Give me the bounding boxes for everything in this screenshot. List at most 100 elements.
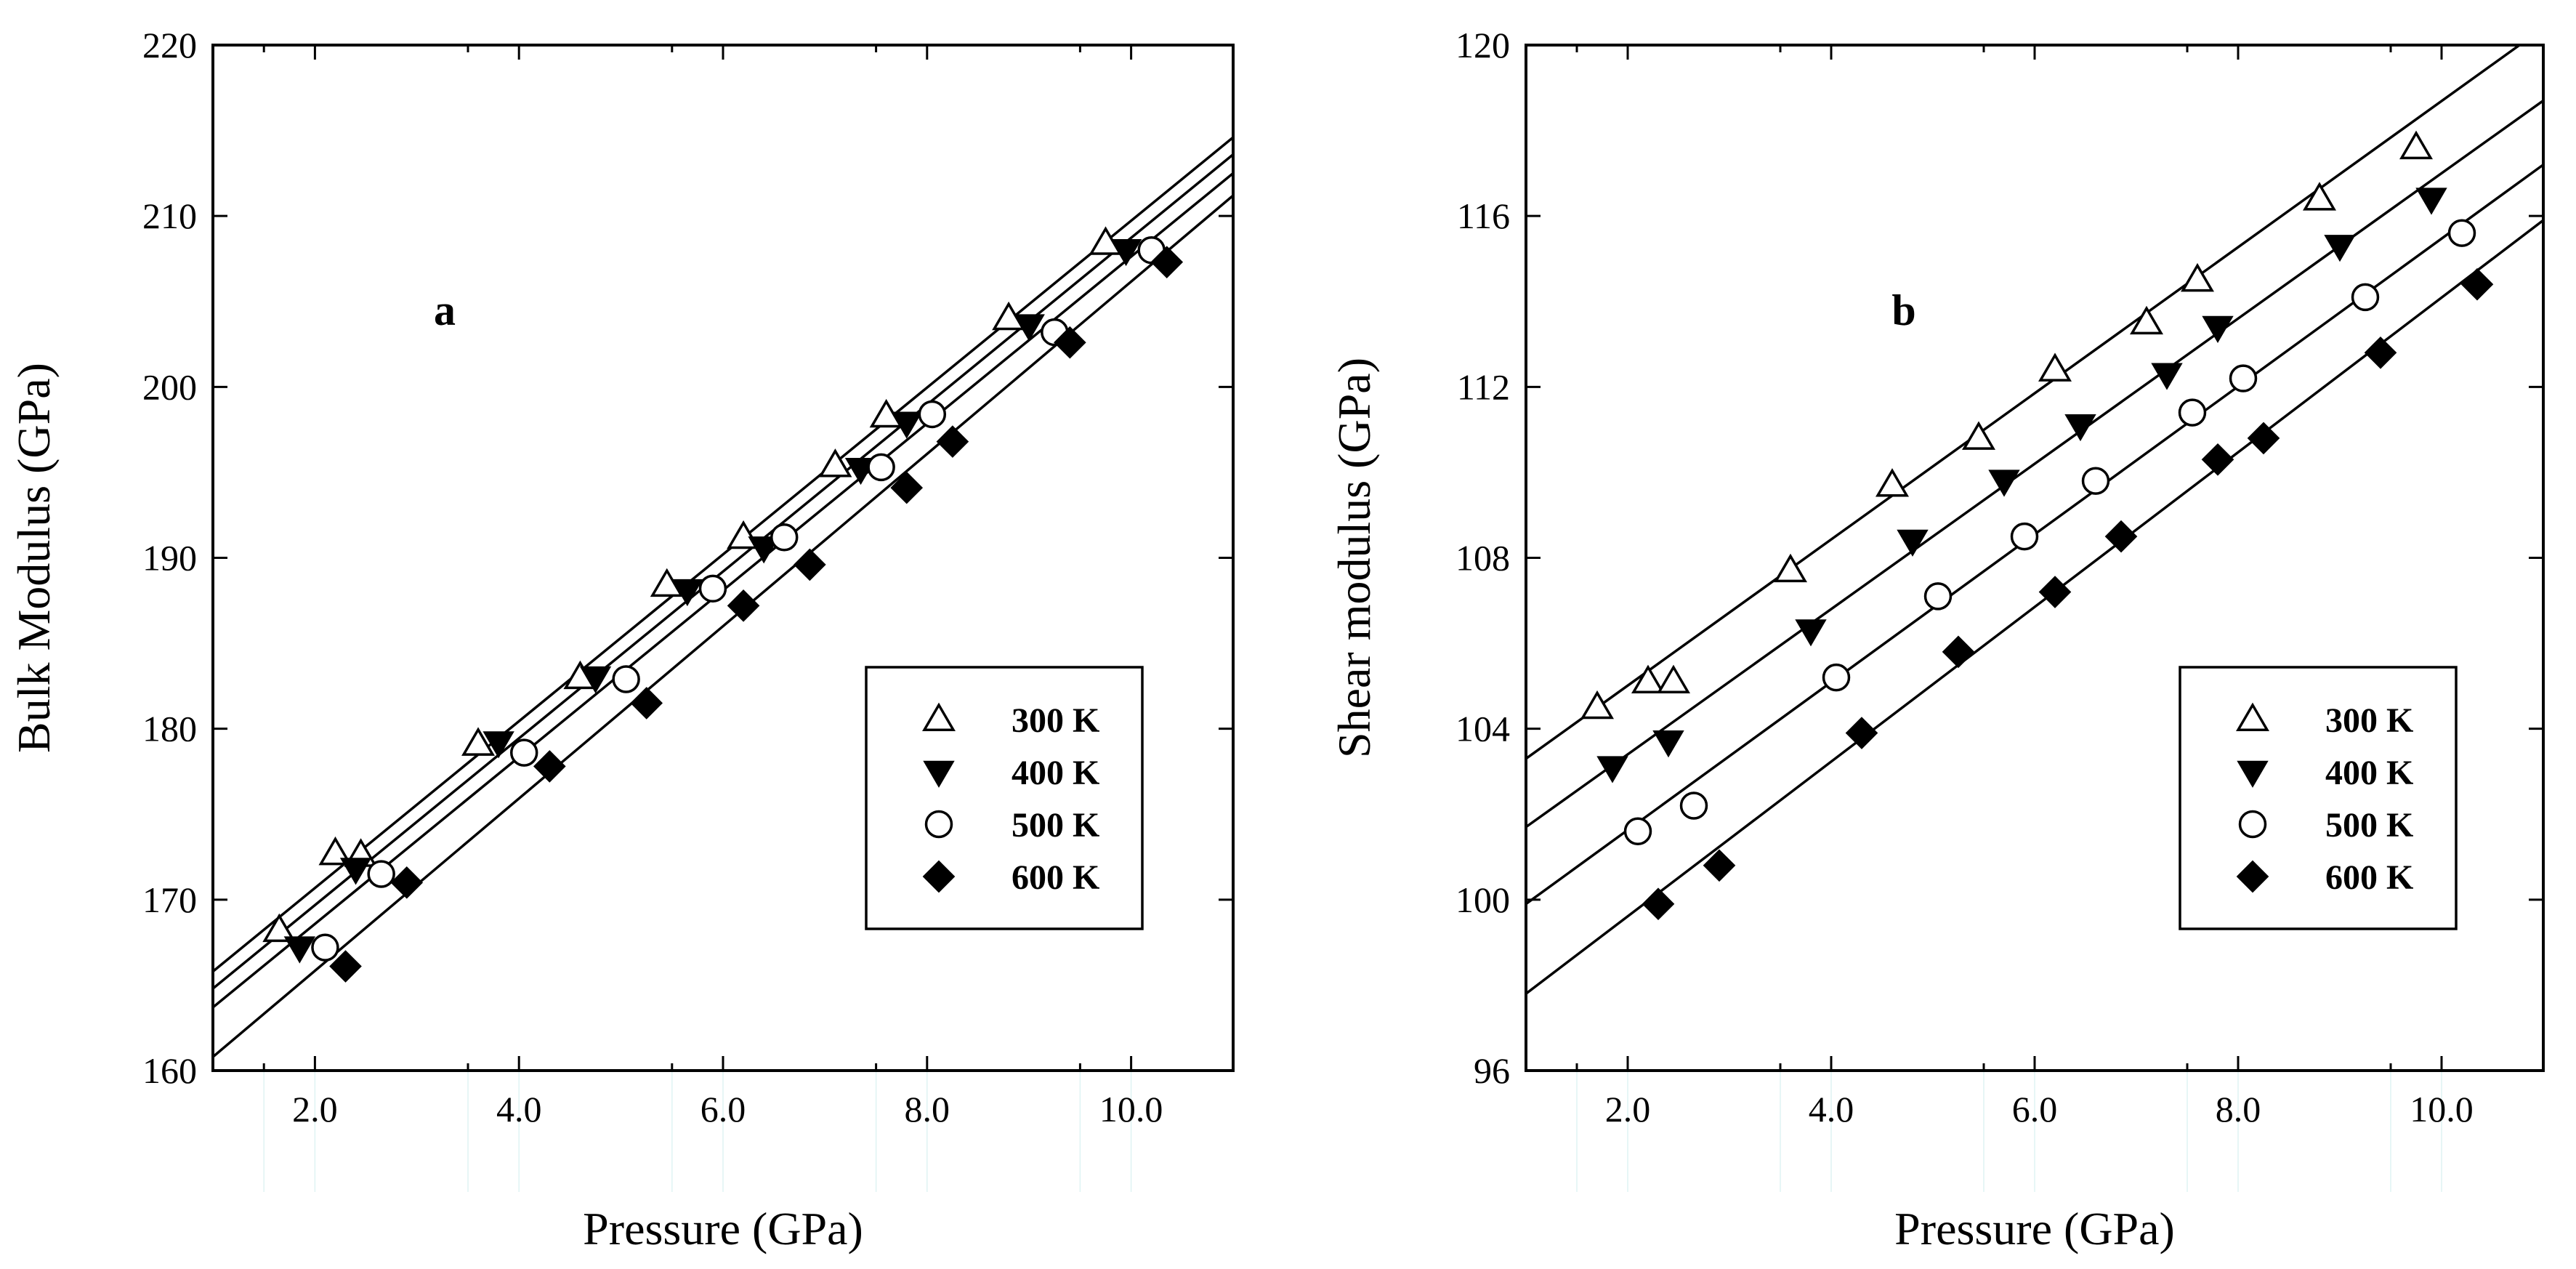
shear-modulus-panel: 2.0 4.0 6.0 8.0 10.0 96 100 104 108 112 116 120 Pres… [1328, 25, 2545, 1254]
x-tick-label: 10.0 [2410, 1089, 2474, 1129]
x-tick-label: 4.0 [1809, 1089, 1854, 1129]
data-point [390, 866, 424, 899]
data-point [698, 574, 727, 603]
bulk-modulus-panel: 2.0 4.0 6.0 8.0 10.0 160 170 180 190 200 210 220 Pre… [8, 25, 1235, 1254]
data-point [2202, 315, 2234, 343]
data-point [1703, 849, 1736, 882]
data-point [867, 453, 895, 482]
series-600k [1642, 267, 2494, 921]
data-point [262, 913, 296, 943]
y-tick-label: 160 [142, 1050, 197, 1091]
data-point [1845, 717, 1878, 749]
data-point [2229, 364, 2258, 392]
data-point [1795, 619, 1827, 647]
data-point [579, 666, 612, 694]
y-axis-title: Bulk Modulus (GPa) [8, 363, 60, 753]
data-point [2151, 363, 2183, 390]
fit-line-400k [213, 153, 1233, 990]
data-point [2447, 219, 2476, 247]
data-point [612, 665, 640, 693]
data-point [283, 936, 316, 964]
legend-marker [2237, 760, 2269, 788]
legend-label: 500 K [2325, 806, 2413, 845]
data-point [1876, 468, 1909, 497]
legend-label: 400 K [2325, 754, 2413, 792]
data-point [2415, 188, 2447, 215]
data-point [1988, 470, 2020, 497]
data-point [318, 836, 352, 866]
panel-letter: b [1891, 286, 1915, 334]
data-point [2364, 336, 2397, 369]
data-point [461, 727, 496, 756]
data-point [2201, 443, 2234, 476]
data-point [727, 520, 761, 549]
y-tick-label: 170 [142, 879, 197, 920]
legend-label: 500 K [1012, 806, 1099, 845]
data-point [630, 687, 663, 720]
fit-line-300k [213, 136, 1233, 972]
legend-box [865, 666, 1144, 930]
data-point [1642, 887, 1675, 921]
legend-marker [924, 810, 953, 839]
data-point [1652, 730, 1684, 758]
legend-marker [2238, 810, 2267, 839]
y-tick-label: 112 [1457, 366, 1510, 407]
data-point [2104, 520, 2138, 553]
data-point [671, 579, 703, 607]
data-point [891, 411, 923, 439]
data-point [918, 400, 947, 429]
data-point [1962, 421, 1995, 450]
data-point [2247, 422, 2280, 455]
legend-label: 300 K [2325, 701, 2413, 740]
data-point [1657, 664, 1690, 693]
legend: 300 K 400 K 500 K 600 K [865, 666, 1144, 930]
y-axis-title: Shear modulus (GPa) [1328, 358, 1380, 758]
y-tick-label: 200 [142, 366, 197, 407]
series-500k [311, 235, 1166, 962]
legend-label: 400 K [1012, 754, 1099, 792]
data-point [2303, 182, 2336, 211]
legend-label: 600 K [1012, 858, 1099, 897]
legend: 300 K 400 K 500 K 600 K [2179, 666, 2458, 930]
y-tick-label: 220 [142, 25, 197, 65]
y-tick-label: 180 [142, 709, 197, 749]
data-point [533, 750, 566, 783]
x-tick-label: 6.0 [2012, 1089, 2058, 1129]
data-point [1679, 791, 1708, 820]
y-tick-label: 108 [1455, 538, 1510, 579]
y-tick-label: 96 [1474, 1050, 1510, 1091]
fit-line-300k [1526, 45, 2522, 760]
data-point [2178, 398, 2207, 427]
series-300k [1580, 130, 2433, 720]
data-point [2038, 352, 2072, 382]
x-tick-label: 10.0 [1099, 1089, 1163, 1129]
series-400k [1596, 188, 2447, 783]
data-point [367, 860, 395, 888]
data-point [509, 738, 538, 767]
fit-line-400k [1526, 100, 2543, 829]
legend-marker [923, 760, 955, 788]
x-tick-label: 6.0 [700, 1089, 746, 1129]
data-point [1596, 756, 1628, 783]
y-tick-label: 120 [1455, 25, 1510, 65]
data-point [2460, 267, 2494, 301]
data-point [748, 536, 780, 564]
x-tick-label: 8.0 [905, 1089, 950, 1129]
x-tick-label: 2.0 [1605, 1089, 1651, 1129]
x-tick-label: 8.0 [2216, 1089, 2261, 1129]
data-point [1822, 663, 1851, 692]
data-point [727, 589, 760, 622]
y-tick-label: 210 [142, 196, 197, 236]
legend-label: 600 K [2325, 858, 2413, 897]
series-500k [1623, 219, 2476, 845]
y-tick-label: 104 [1455, 709, 1510, 749]
data-point [2130, 305, 2163, 335]
data-point [311, 933, 339, 962]
data-point [1923, 582, 1953, 611]
data-point [2399, 130, 2433, 160]
data-point [1110, 238, 1142, 267]
data-point [483, 731, 514, 759]
data-point [339, 858, 372, 885]
legend-marker [922, 702, 956, 731]
